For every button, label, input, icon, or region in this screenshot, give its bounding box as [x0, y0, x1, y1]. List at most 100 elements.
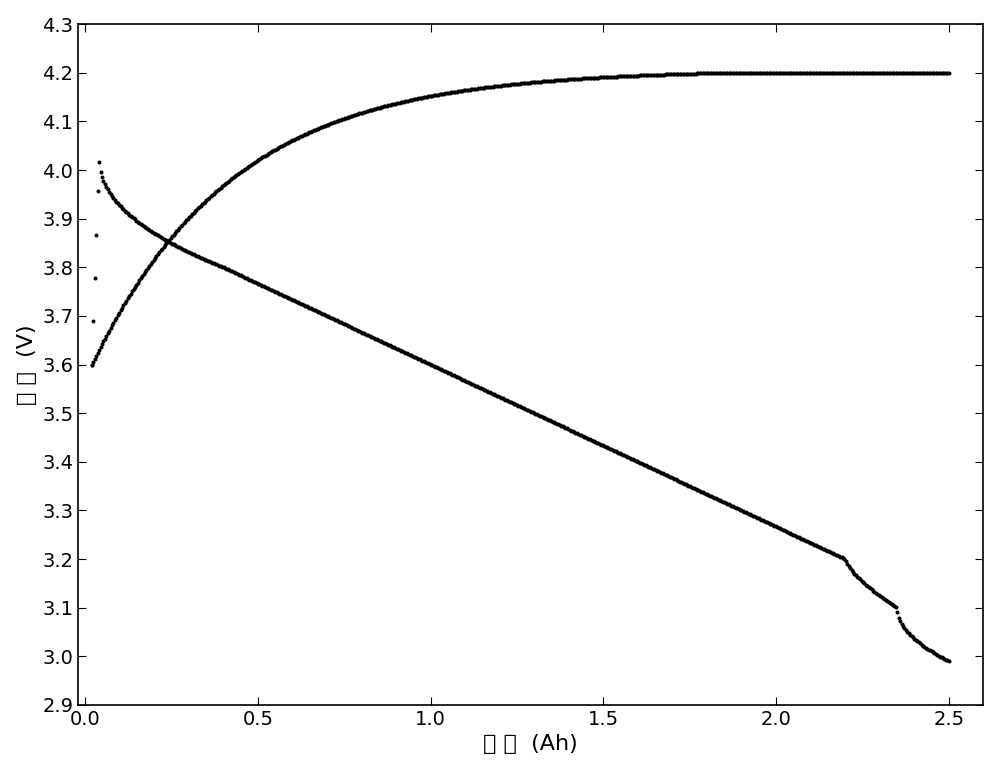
Point [716, 66, 732, 79]
Point [545, 75, 561, 87]
Point [872, 590, 888, 602]
Point [567, 426, 583, 439]
Point [100, 183, 116, 196]
Point [703, 490, 719, 503]
Point [314, 308, 330, 320]
Point [805, 66, 821, 79]
Point [842, 66, 858, 79]
Point [640, 460, 656, 473]
Point [891, 611, 907, 624]
Point [117, 204, 133, 217]
Point [187, 205, 203, 217]
Point [341, 320, 357, 332]
Point [669, 474, 685, 487]
Point [811, 66, 827, 79]
Point [519, 403, 535, 416]
Point [555, 420, 571, 433]
Point [563, 73, 579, 86]
Point [176, 217, 192, 230]
Point [507, 398, 523, 410]
Point [286, 295, 302, 307]
Point [708, 67, 724, 79]
Point [463, 377, 479, 389]
Point [290, 131, 306, 143]
Point [211, 260, 227, 272]
Point [735, 505, 751, 517]
Point [529, 76, 545, 88]
Point [161, 236, 177, 248]
Point [362, 330, 378, 342]
Point [758, 516, 774, 528]
Point [380, 99, 396, 112]
Point [464, 83, 480, 96]
Point [198, 194, 214, 207]
Point [256, 280, 272, 292]
Point [755, 66, 771, 79]
Point [537, 75, 553, 87]
Point [918, 641, 934, 654]
Point [587, 72, 603, 84]
Point [858, 578, 874, 591]
Point [676, 477, 692, 490]
Point [446, 369, 462, 382]
Point [134, 219, 150, 231]
Point [806, 66, 822, 79]
Point [596, 439, 612, 452]
Point [386, 341, 402, 353]
Point [321, 118, 337, 130]
Point [712, 494, 728, 507]
Point [507, 78, 523, 90]
Point [104, 190, 120, 202]
Point [422, 90, 438, 103]
Point [699, 488, 715, 500]
Point [552, 74, 568, 86]
Point [771, 66, 787, 79]
Point [216, 261, 232, 274]
Point [655, 69, 671, 81]
Point [711, 67, 727, 79]
Point [904, 66, 920, 79]
Point [200, 193, 216, 205]
Point [339, 319, 355, 332]
Point [144, 226, 160, 238]
Point [585, 434, 601, 446]
Point [91, 344, 107, 356]
Point [855, 576, 871, 588]
Point [934, 651, 950, 664]
Point [188, 250, 204, 262]
Point [550, 419, 566, 431]
Point [612, 70, 628, 82]
Point [729, 502, 745, 514]
Point [566, 73, 582, 86]
Point [575, 72, 591, 85]
Point [346, 322, 362, 335]
Point [713, 495, 729, 507]
Point [728, 501, 744, 513]
Point [633, 457, 649, 470]
Point [489, 80, 505, 93]
Point [422, 358, 438, 370]
Point [140, 261, 156, 274]
Point [206, 257, 222, 269]
Point [582, 433, 598, 446]
Point [234, 270, 250, 282]
Point [413, 354, 429, 366]
Point [894, 618, 910, 630]
Point [646, 69, 662, 81]
Point [85, 355, 101, 368]
Point [652, 69, 668, 81]
Point [297, 299, 313, 311]
Point [133, 272, 149, 284]
Point [788, 66, 804, 79]
Point [271, 288, 287, 300]
Point [475, 382, 491, 395]
Point [260, 282, 276, 295]
Point [545, 416, 561, 428]
Point [118, 206, 134, 218]
Point [372, 335, 388, 347]
Point [447, 370, 463, 382]
Point [147, 252, 163, 264]
Point [454, 85, 470, 97]
Point [882, 597, 898, 609]
Point [772, 66, 788, 79]
